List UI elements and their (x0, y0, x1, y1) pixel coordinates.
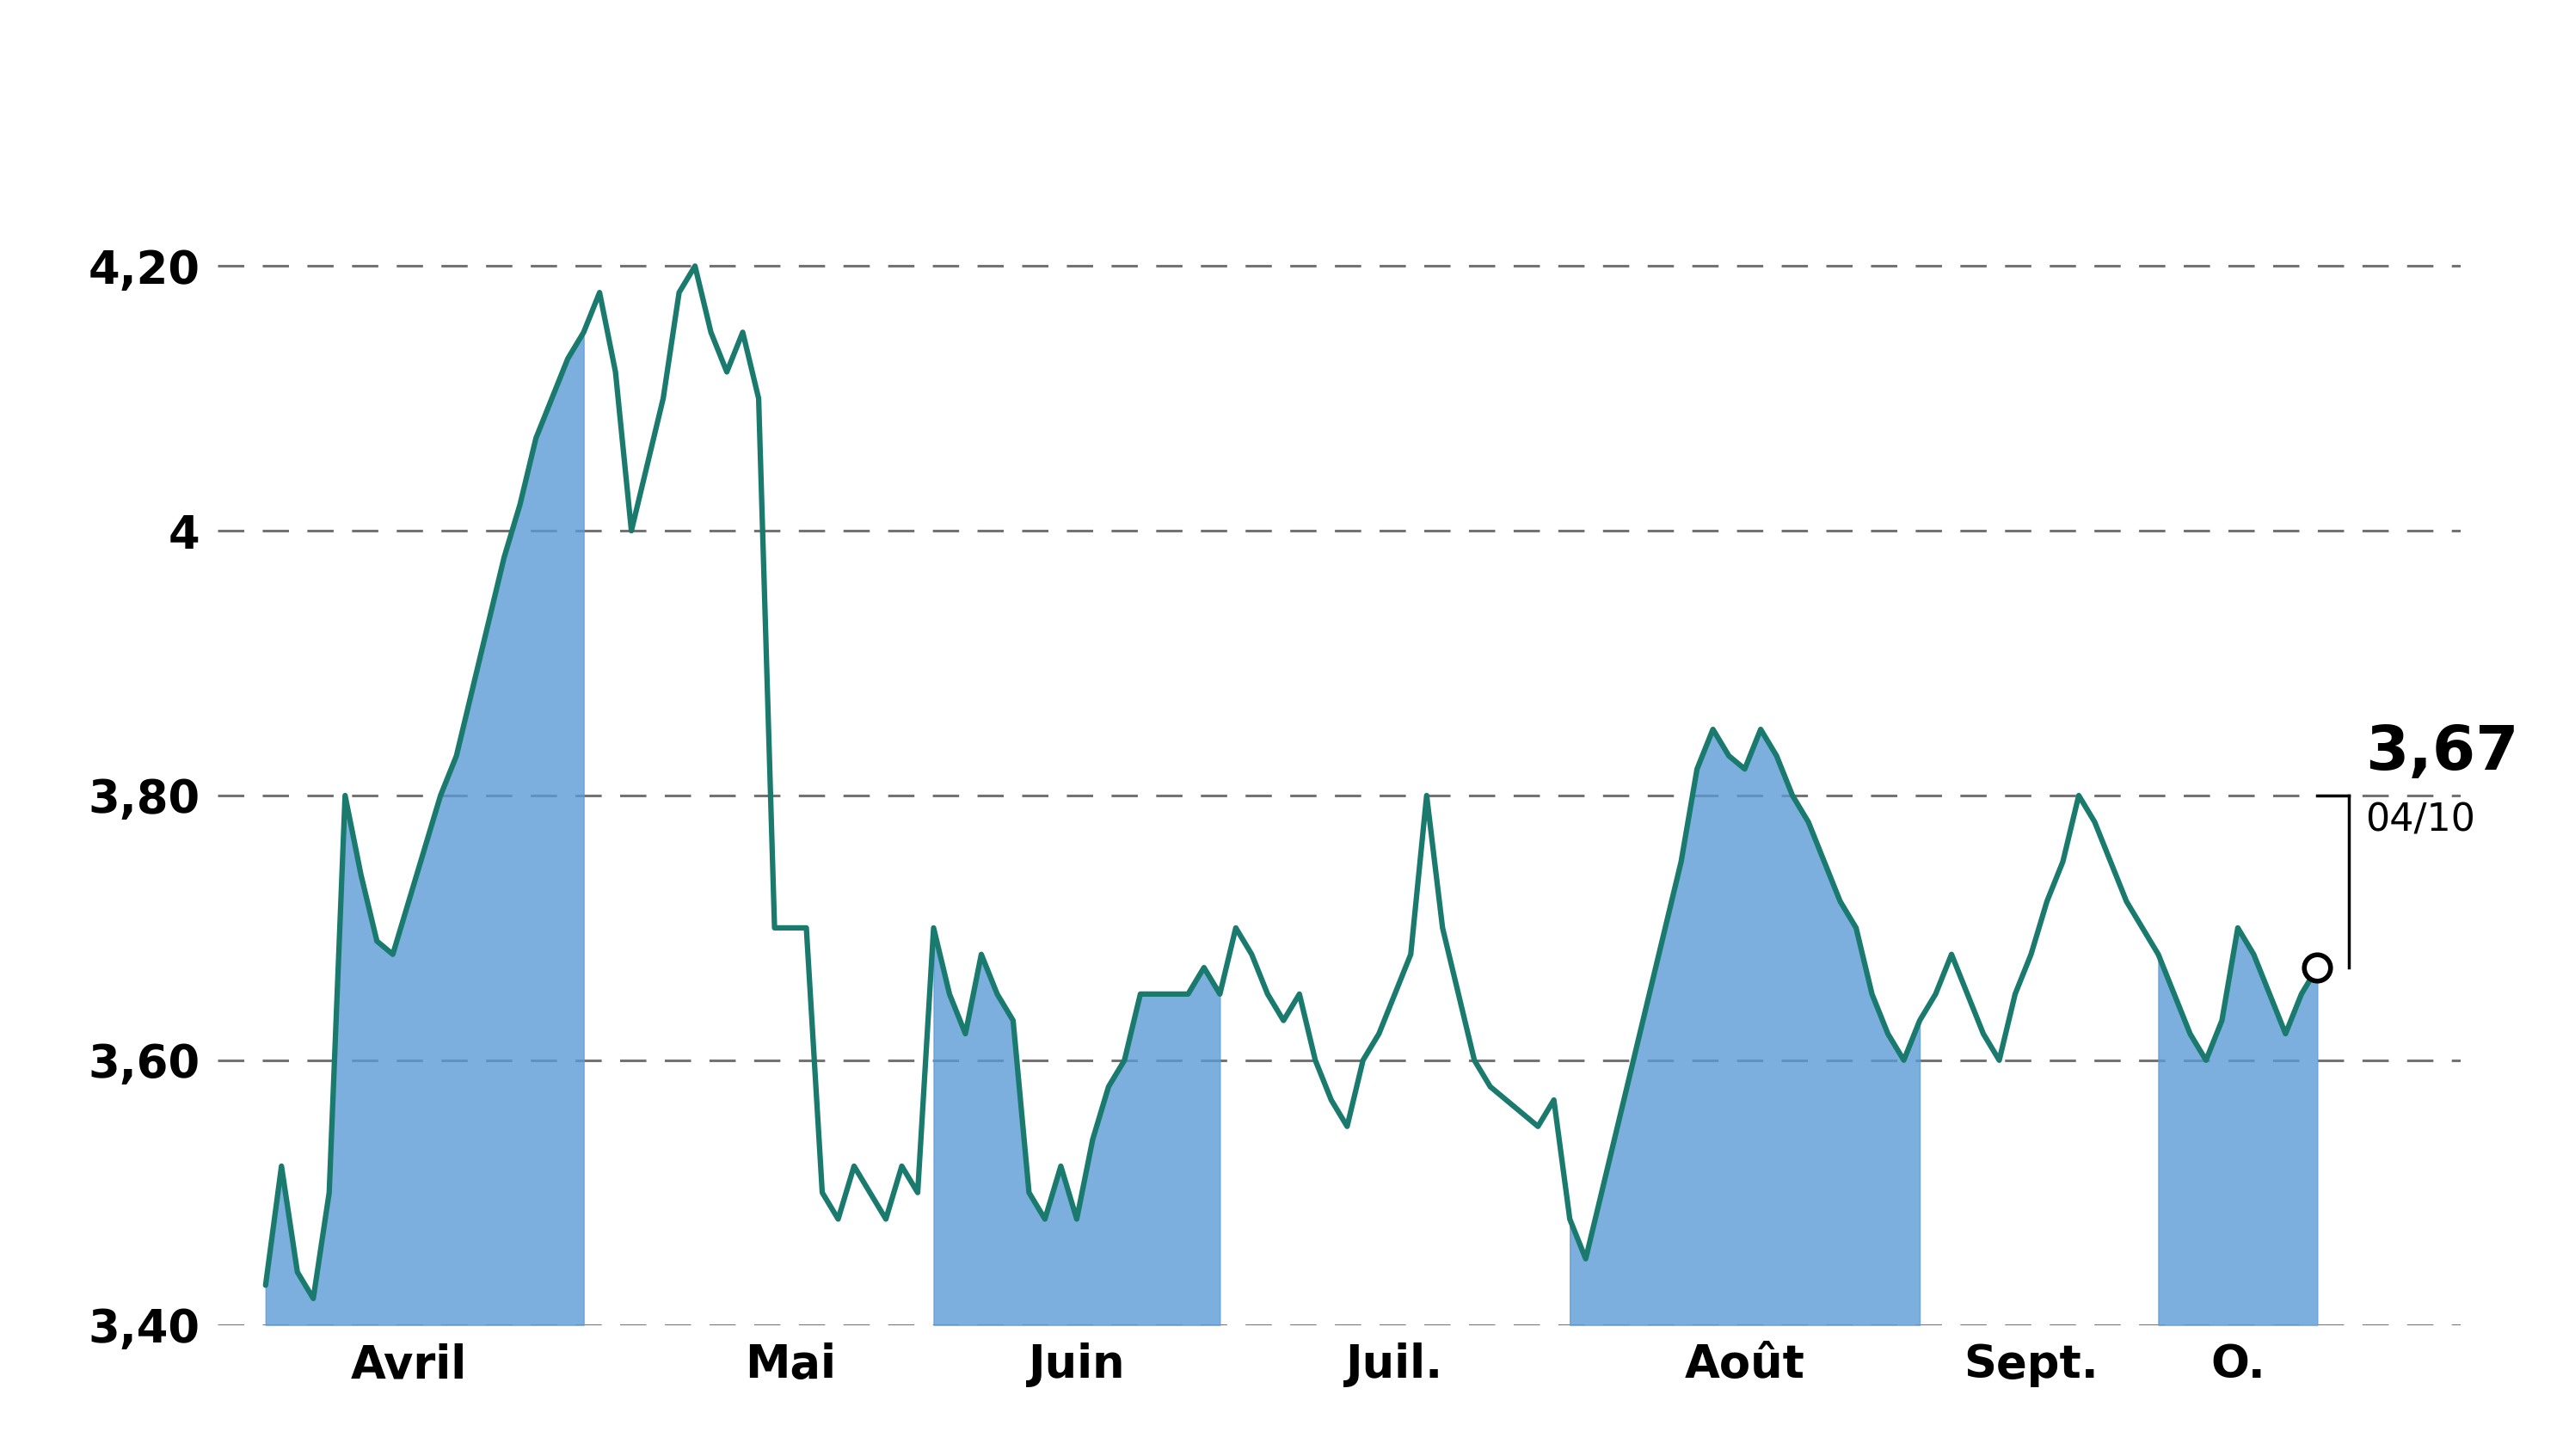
Text: 3,67: 3,67 (2366, 724, 2519, 782)
Text: Borussia Dortmund GmbH & Co KGaA: Borussia Dortmund GmbH & Co KGaA (377, 35, 2186, 118)
Text: 04/10: 04/10 (2366, 802, 2476, 839)
